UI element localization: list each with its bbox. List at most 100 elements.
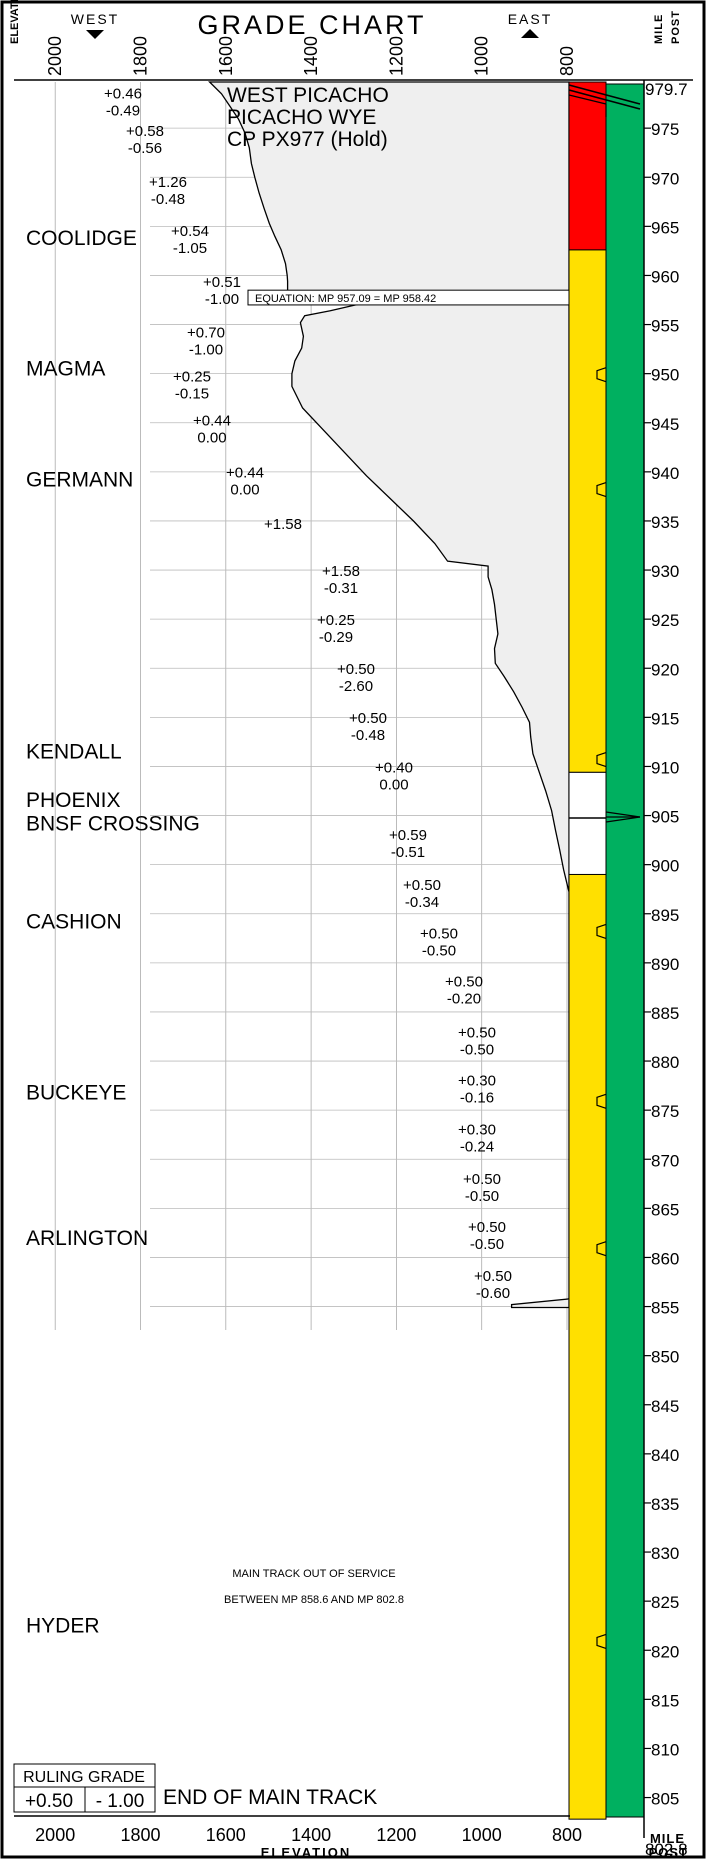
station-label-5: BNSF CROSSING <box>26 812 200 835</box>
grade-up-0: +0.46 <box>104 86 142 103</box>
milepost-tick-29: 830 <box>651 1544 679 1563</box>
milepost-tick-5: 950 <box>651 366 679 385</box>
grade-down-5: -1.00 <box>189 341 223 358</box>
milepost-header-label-bottom: POST <box>670 10 682 44</box>
elevation-axis-top: 2000 1800 1600 1400 1200 1000 800 <box>45 36 577 76</box>
grade-up-5: +0.70 <box>187 324 225 341</box>
grade-up-7: +0.44 <box>193 413 231 430</box>
station-label-0: COOLIDGE <box>26 227 137 250</box>
milepost-tick-27: 840 <box>651 1446 679 1465</box>
origin-label-3: CP PX977 (Hold) <box>227 128 388 151</box>
grade-down-7: 0.00 <box>197 430 226 447</box>
milepost-tick-22: 865 <box>651 1200 679 1219</box>
signal-block-0 <box>568 81 607 251</box>
station-label-2: GERMANN <box>26 469 133 492</box>
grade-down-16: -0.34 <box>405 894 439 911</box>
grade-down-13: -0.48 <box>351 727 385 744</box>
elevation-tick-bottom-5: 1000 <box>462 1825 502 1845</box>
milepost-tick-4: 955 <box>651 317 679 336</box>
siding-mark-0 <box>596 367 607 383</box>
milepost-tick-16: 895 <box>651 906 679 925</box>
grade-down-18: -0.20 <box>447 990 481 1007</box>
signal-block-3 <box>568 873 607 1820</box>
grade-up-21: +0.30 <box>458 1122 496 1139</box>
milepost-tick-7: 940 <box>651 464 679 483</box>
grade-up-20: +0.30 <box>458 1073 496 1090</box>
milepost-footer-label-top: MILE <box>650 1831 685 1846</box>
signal-block-2 <box>568 771 607 875</box>
grade-up-2: +1.26 <box>149 174 187 191</box>
west-label: WEST <box>71 11 119 27</box>
milepost-tick-17: 890 <box>651 955 679 974</box>
turnout-marks <box>568 84 641 823</box>
milepost-tick-18: 885 <box>651 1004 679 1023</box>
grade-down-22: -0.50 <box>465 1188 499 1205</box>
elevation-tick-top-0: 2000 <box>45 36 65 76</box>
grade-labels: +0.46-0.49+0.58-0.56+1.26-0.48+0.54-1.05… <box>104 86 512 1302</box>
origin-label-2: PICACHO WYE <box>227 106 376 129</box>
milepost-header-label-top: MILE <box>653 14 665 44</box>
chart-header: ELEVATION WEST GRADE CHART EAST MILE POS… <box>9 0 693 81</box>
station-label-4: PHOENIX <box>26 789 121 812</box>
grade-up-11: +0.25 <box>317 612 355 629</box>
station-label-8: ARLINGTON <box>26 1227 148 1250</box>
station-label-7: BUCKEYE <box>26 1081 126 1104</box>
siding-mark-6 <box>596 1633 607 1649</box>
milepost-footer-label-bottom: POST <box>649 1845 688 1859</box>
ruling-grade-down: - 1.00 <box>96 1791 145 1812</box>
grade-up-15: +0.59 <box>389 827 427 844</box>
milepost-start-label: 979.7 <box>645 80 688 99</box>
elevation-footer-label: ELEVATION <box>261 1845 351 1859</box>
grade-up-12: +0.50 <box>337 661 375 678</box>
out-of-service-note-line-1: MAIN TRACK OUT OF SERVICE <box>232 1568 395 1580</box>
grade-up-24: +0.50 <box>474 1268 512 1285</box>
milepost-tick-0: 975 <box>651 120 679 139</box>
siding-mark-1 <box>596 481 607 498</box>
milepost-tick-3: 960 <box>651 267 679 286</box>
out-of-service-note-line-2: BETWEEN MP 858.6 AND MP 802.8 <box>224 1594 404 1606</box>
grade-down-15: -0.51 <box>391 844 425 861</box>
siding-mark-3 <box>596 923 607 940</box>
milepost-tick-9: 930 <box>651 562 679 581</box>
station-label-3: KENDALL <box>26 741 122 764</box>
chart-title: GRADE CHART <box>197 10 426 40</box>
grade-up-14: +0.40 <box>375 759 413 776</box>
station-label-6: CASHION <box>26 911 122 934</box>
milepost-tick-11: 920 <box>651 660 679 679</box>
siding-mark-5 <box>596 1241 607 1257</box>
station-label-1: MAGMA <box>26 358 105 381</box>
grade-down-20: -0.16 <box>460 1090 494 1107</box>
elevation-tick-bottom-2: 1600 <box>206 1825 246 1845</box>
equation-label: EQUATION: MP 957.09 = MP 958.42 <box>255 293 436 305</box>
grade-down-4: -1.00 <box>205 291 239 308</box>
milepost-tick-14: 905 <box>651 808 679 827</box>
milepost-tick-32: 815 <box>651 1691 679 1710</box>
elevation-tick-top-3: 1400 <box>301 36 321 76</box>
grade-down-19: -0.50 <box>460 1041 494 1058</box>
east-arrow-icon <box>521 29 539 38</box>
milepost-tick-23: 860 <box>651 1249 679 1268</box>
grade-up-18: +0.50 <box>445 973 483 990</box>
elevation-tick-top-6: 800 <box>557 46 577 76</box>
grade-up-1: +0.58 <box>126 123 164 140</box>
grade-up-13: +0.50 <box>349 710 387 727</box>
grade-down-10: -0.31 <box>324 580 358 597</box>
elevation-tick-bottom-3: 1400 <box>291 1825 331 1845</box>
grade-up-16: +0.50 <box>403 877 441 894</box>
grade-up-22: +0.50 <box>463 1171 501 1188</box>
milepost-tick-31: 820 <box>651 1642 679 1661</box>
grade-up-4: +0.51 <box>203 274 241 291</box>
milepost-end-label: 802.8 <box>645 1840 688 1859</box>
origin-label-1: WEST PICACHO <box>227 84 389 107</box>
milepost-tick-30: 825 <box>651 1593 679 1612</box>
grade-down-11: -0.29 <box>319 629 353 646</box>
grade-down-3: -1.05 <box>173 240 207 257</box>
grade-down-21: -0.24 <box>460 1139 494 1156</box>
grade-down-1: -0.56 <box>128 140 162 157</box>
origin-labels: WEST PICACHO PICACHO WYE CP PX977 (Hold) <box>227 84 389 151</box>
milepost-tick-24: 855 <box>651 1299 679 1318</box>
ruling-grade-box: RULING GRADE +0.50 - 1.00 <box>13 1763 156 1813</box>
grade-down-24: -0.60 <box>476 1285 510 1302</box>
east-label: EAST <box>508 11 553 27</box>
